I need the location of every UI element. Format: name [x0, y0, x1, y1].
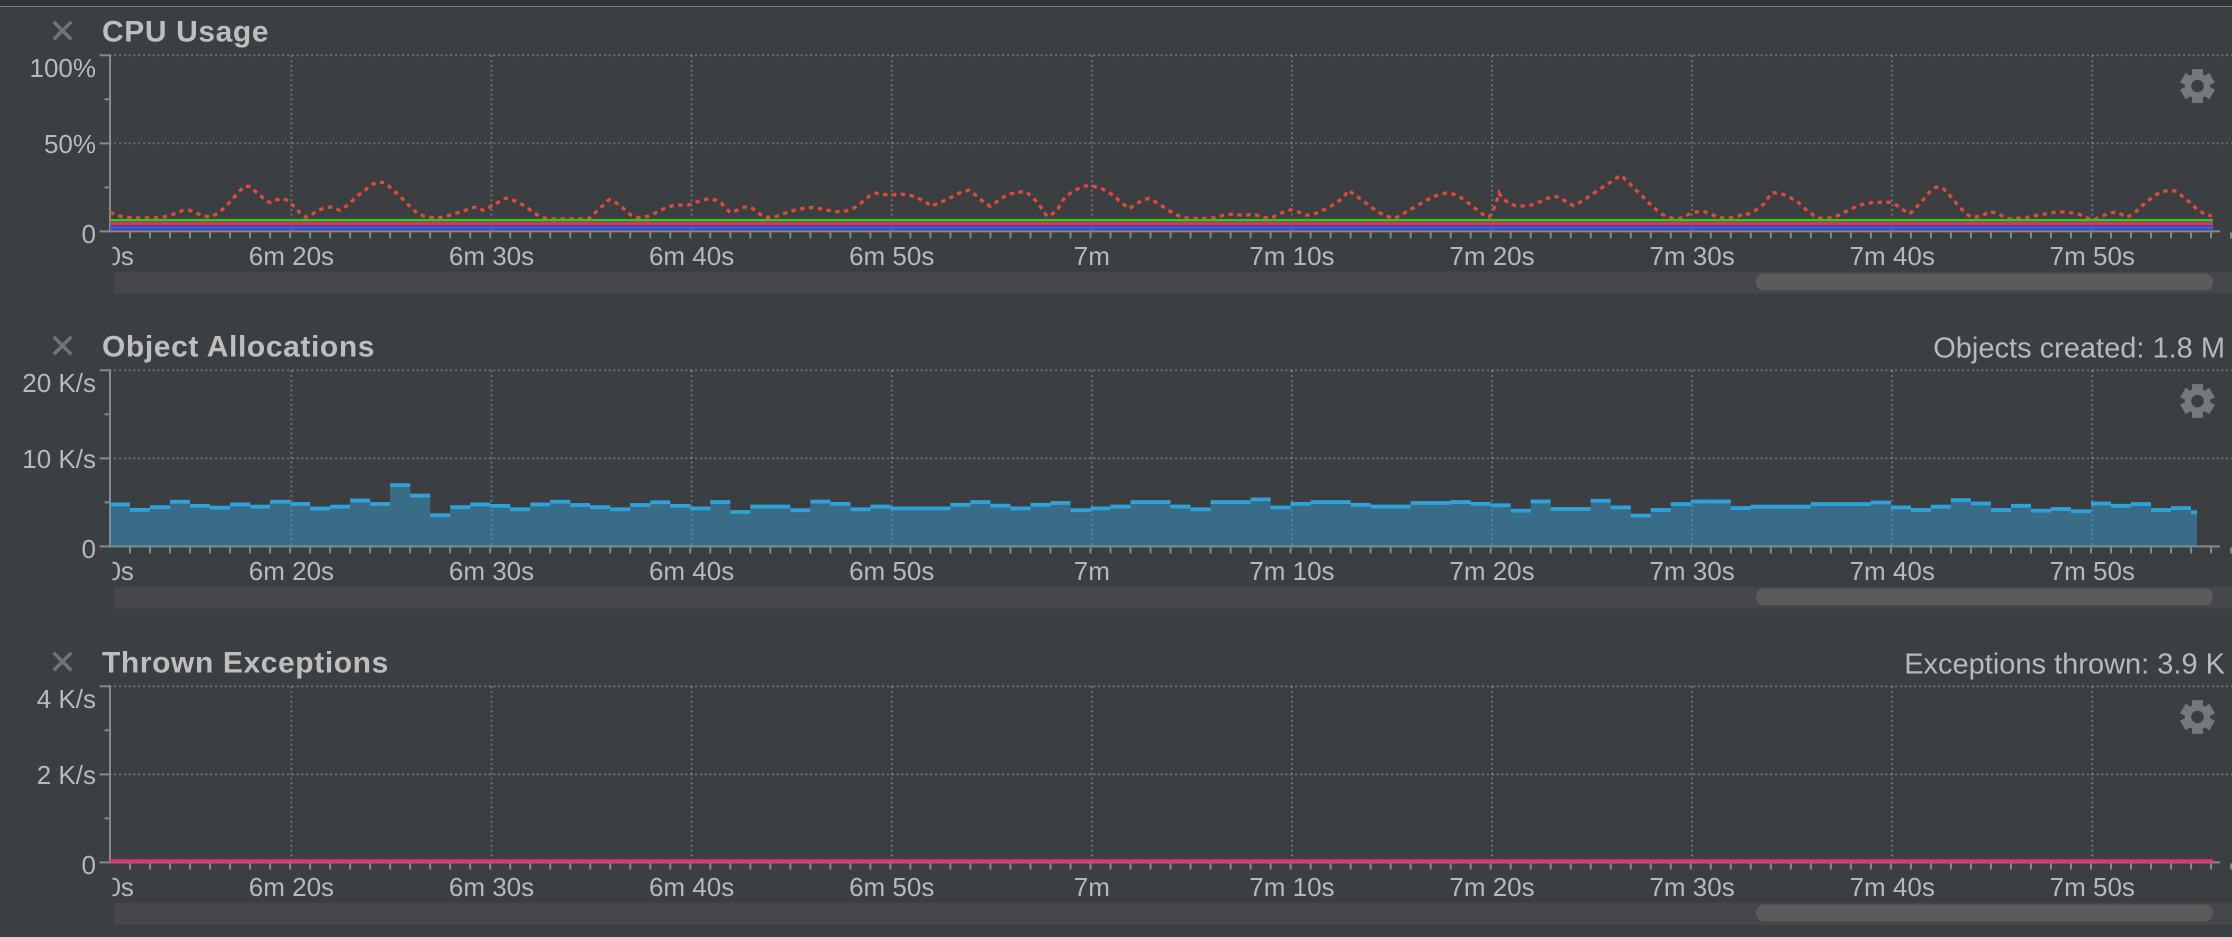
svg-text:7m 10s: 7m 10s [1249, 557, 1334, 587]
svg-text:7m 20s: 7m 20s [1449, 557, 1534, 587]
svg-text:0: 0 [82, 850, 96, 880]
svg-text:6m 50s: 6m 50s [849, 872, 934, 902]
svg-text:6m 20s: 6m 20s [249, 872, 334, 902]
svg-text:7m 40s: 7m 40s [1850, 241, 1935, 271]
svg-text:7m 10s: 7m 10s [1249, 241, 1334, 271]
svg-text:7m 50s: 7m 50s [2050, 557, 2135, 587]
svg-text:100%: 100% [30, 53, 97, 83]
svg-text:7m 40s: 7m 40s [1850, 557, 1935, 587]
svg-text:6m 20s: 6m 20s [249, 241, 334, 271]
svg-text:CPU Usage: CPU Usage [102, 16, 269, 49]
svg-text:6m 20s: 6m 20s [249, 557, 334, 587]
svg-text:Object Allocations: Object Allocations [102, 331, 375, 364]
svg-text:6m 30s: 6m 30s [449, 557, 534, 587]
svg-text:7m 30s: 7m 30s [1649, 557, 1734, 587]
svg-text:6m 10s: 6m 10s [49, 872, 134, 902]
svg-text:7m 10s: 7m 10s [1249, 872, 1334, 902]
svg-text:2 K/s: 2 K/s [37, 760, 96, 790]
svg-text:7m 40s: 7m 40s [1850, 872, 1935, 902]
svg-text:6m 50s: 6m 50s [849, 241, 934, 271]
svg-text:6m 30s: 6m 30s [449, 872, 534, 902]
svg-text:6m 10s: 6m 10s [49, 241, 134, 271]
svg-text:7m 50s: 7m 50s [2050, 872, 2135, 902]
svg-text:7m: 7m [1074, 241, 1110, 271]
svg-text:7m: 7m [1074, 557, 1110, 587]
svg-text:6m 40s: 6m 40s [649, 557, 734, 587]
svg-text:7m: 7m [1074, 872, 1110, 902]
svg-text:7m 50s: 7m 50s [2050, 241, 2135, 271]
svg-text:4 K/s: 4 K/s [37, 684, 96, 714]
svg-text:20 K/s: 20 K/s [22, 368, 96, 398]
svg-text:6m 30s: 6m 30s [449, 241, 534, 271]
svg-text:7m 20s: 7m 20s [1449, 872, 1534, 902]
svg-text:6m 40s: 6m 40s [649, 241, 734, 271]
svg-text:7m 30s: 7m 30s [1649, 872, 1734, 902]
svg-text:7m 30s: 7m 30s [1649, 241, 1734, 271]
svg-text:10 K/s: 10 K/s [22, 444, 96, 474]
svg-text:6m 40s: 6m 40s [649, 872, 734, 902]
svg-text:7m 20s: 7m 20s [1449, 241, 1534, 271]
svg-text:0: 0 [82, 534, 96, 564]
svg-text:0: 0 [82, 219, 96, 249]
svg-text:6m 10s: 6m 10s [49, 557, 134, 587]
svg-text:Objects created: 1.8 M: Objects created: 1.8 M [1933, 333, 2225, 365]
svg-text:Exceptions thrown: 3.9 K: Exceptions thrown: 3.9 K [1904, 648, 2225, 680]
svg-text:Thrown Exceptions: Thrown Exceptions [102, 646, 389, 679]
svg-text:50%: 50% [44, 129, 96, 159]
svg-text:6m 50s: 6m 50s [849, 557, 934, 587]
